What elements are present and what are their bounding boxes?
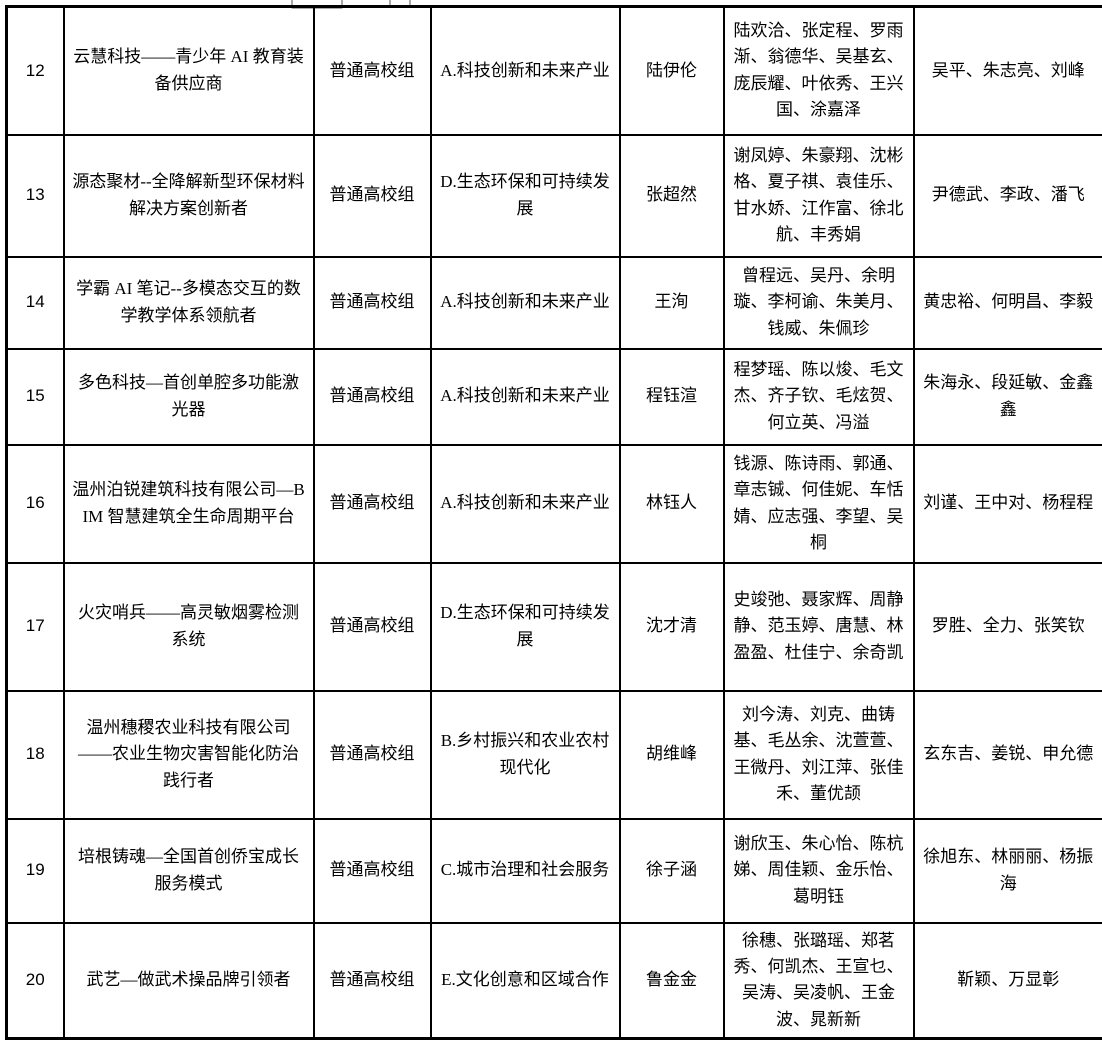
group-cell: 普通高校组 xyxy=(312,689,432,820)
leader-name-cell: 陆伊伦 xyxy=(618,5,725,136)
project-name-cell: 多色科技—首创单腔多功能激光器 xyxy=(62,347,315,446)
category-cell: E.文化创意和区域合作 xyxy=(429,921,621,1040)
leader-name-cell: 林钰人 xyxy=(618,443,725,564)
advisors-cell: 罗胜、全力、张笑钦 xyxy=(912,561,1102,692)
table-row: 14 学霸 AI 笔记--多模态交互的数学教学体系领航者 普通高校组 A.科技创新和未… xyxy=(5,255,1102,350)
row-number-cell: 12 xyxy=(5,5,65,136)
leader-name-cell: 徐子涵 xyxy=(618,817,725,924)
group-cell: 普通高校组 xyxy=(312,921,432,1040)
advisors-cell: 徐旭东、林丽丽、杨振海 xyxy=(912,817,1102,924)
category-cell: C.城市治理和社会服务 xyxy=(429,817,621,924)
category-cell: D.生态环保和可持续发展 xyxy=(429,133,621,258)
table-row: 20 武艺—做武术操品牌引领者 普通高校组 E.文化创意和区域合作 鲁金金 徐穗、张璐瑶、… xyxy=(5,921,1102,1040)
advisors-cell: 朱海永、段延敏、金鑫鑫 xyxy=(912,347,1102,446)
advisors-cell: 靳颖、万显彰 xyxy=(912,921,1102,1040)
leader-name-cell: 胡维峰 xyxy=(618,689,725,820)
project-name-cell: 火灾哨兵——高灵敏烟雾检测系统 xyxy=(62,561,315,692)
team-members-cell: 谢凤婷、朱豪翔、沈彬格、夏子祺、袁佳乐、甘水娇、江作富、徐北航、丰秀娟 xyxy=(722,133,915,258)
row-number-cell: 15 xyxy=(5,347,65,446)
project-name-cell: 云慧科技——青少年 AI 教育装备供应商 xyxy=(62,5,315,136)
project-name-cell: 源态聚材--全降解新型环保材料解决方案创新者 xyxy=(62,133,315,258)
group-cell: 普通高校组 xyxy=(312,255,432,350)
table-row: 19 培根铸魂—全国首创侨宝成长服务模式 普通高校组 C.城市治理和社会服务 徐子涵 谢欣… xyxy=(5,817,1102,924)
advisors-cell: 玄东吉、姜锐、申允德 xyxy=(912,689,1102,820)
row-number-cell: 18 xyxy=(5,689,65,820)
project-name-cell: 温州穗稷农业科技有限公司——农业生物灾害智能化防治践行者 xyxy=(62,689,315,820)
group-cell: 普通高校组 xyxy=(312,5,432,136)
team-members-cell: 史竣弛、聂家辉、周静静、范玉婷、唐慧、林盈盈、杜佳宁、余奇凯 xyxy=(722,561,915,692)
project-name-cell: 学霸 AI 笔记--多模态交互的数学教学体系领航者 xyxy=(62,255,315,350)
team-members-cell: 程梦瑶、陈以焌、毛文杰、齐子钦、毛炫贺、何立英、冯溢 xyxy=(722,347,915,446)
table-row: 16 温州泊锐建筑科技有限公司—BIM 智慧建筑全生命周期平台 普通高校组 A.科技创… xyxy=(5,443,1102,564)
project-name-cell: 培根铸魂—全国首创侨宝成长服务模式 xyxy=(62,817,315,924)
advisors-cell: 黄忠裕、何明昌、李毅 xyxy=(912,255,1102,350)
table-row: 13 源态聚材--全降解新型环保材料解决方案创新者 普通高校组 D.生态环保和可持续发… xyxy=(5,133,1102,258)
group-cell: 普通高校组 xyxy=(312,443,432,564)
advisors-cell: 吴平、朱志亮、刘峰 xyxy=(912,5,1102,136)
team-members-cell: 陆欢洽、张定程、罗雨渐、翁德华、吴基玄、庞辰耀、叶依秀、王兴国、涂嘉泽 xyxy=(722,5,915,136)
leader-name-cell: 鲁金金 xyxy=(618,921,725,1040)
category-cell: A.科技创新和未来产业 xyxy=(429,443,621,564)
project-roster-table: 12 云慧科技——青少年 AI 教育装备供应商 普通高校组 A.科技创新和未来产业 陆伊… xyxy=(5,5,1102,1040)
table-row: 17 火灾哨兵——高灵敏烟雾检测系统 普通高校组 D.生态环保和可持续发展 沈才清 史竣弛… xyxy=(5,561,1102,692)
advisors-cell: 刘谨、王中对、杨程程 xyxy=(912,443,1102,564)
group-cell: 普通高校组 xyxy=(312,561,432,692)
roster-table-body: 12 云慧科技——青少年 AI 教育装备供应商 普通高校组 A.科技创新和未来产业 陆伊… xyxy=(5,5,1102,1040)
team-members-cell: 谢欣玉、朱心怡、陈杭娣、周佳颖、金乐怡、葛明钰 xyxy=(722,817,915,924)
category-cell: A.科技创新和未来产业 xyxy=(429,347,621,446)
table-row: 12 云慧科技——青少年 AI 教育装备供应商 普通高校组 A.科技创新和未来产业 陆伊… xyxy=(5,5,1102,136)
table-row: 18 温州穗稷农业科技有限公司——农业生物灾害智能化防治践行者 普通高校组 B.乡村振… xyxy=(5,689,1102,820)
group-cell: 普通高校组 xyxy=(312,347,432,446)
team-members-cell: 钱源、陈诗雨、郭通、章志铖、何佳妮、车恬婧、应志强、李望、吴桐 xyxy=(722,443,915,564)
row-number-cell: 19 xyxy=(5,817,65,924)
advisors-cell: 尹德武、李政、潘飞 xyxy=(912,133,1102,258)
row-number-cell: 16 xyxy=(5,443,65,564)
category-cell: A.科技创新和未来产业 xyxy=(429,5,621,136)
leader-name-cell: 程钰渲 xyxy=(618,347,725,446)
row-number-cell: 20 xyxy=(5,921,65,1040)
group-cell: 普通高校组 xyxy=(312,133,432,258)
leader-name-cell: 王洵 xyxy=(618,255,725,350)
table-row: 15 多色科技—首创单腔多功能激光器 普通高校组 A.科技创新和未来产业 程钰渲 程梦瑶、… xyxy=(5,347,1102,446)
row-number-cell: 17 xyxy=(5,561,65,692)
group-cell: 普通高校组 xyxy=(312,817,432,924)
project-name-cell: 武艺—做武术操品牌引领者 xyxy=(62,921,315,1040)
category-cell: A.科技创新和未来产业 xyxy=(429,255,621,350)
row-number-cell: 13 xyxy=(5,133,65,258)
leader-name-cell: 沈才清 xyxy=(618,561,725,692)
team-members-cell: 刘今涛、刘克、曲铸基、毛丛余、沈萱萱、王微丹、刘江萍、张佳禾、董优颉 xyxy=(722,689,915,820)
row-number-cell: 14 xyxy=(5,255,65,350)
project-name-cell: 温州泊锐建筑科技有限公司—BIM 智慧建筑全生命周期平台 xyxy=(62,443,315,564)
team-members-cell: 徐穗、张璐瑶、郑茗秀、何凯杰、王宣乜、吴涛、吴凌帆、王金波、晁新新 xyxy=(722,921,915,1040)
category-cell: B.乡村振兴和农业农村现代化 xyxy=(429,689,621,820)
leader-name-cell: 张超然 xyxy=(618,133,725,258)
category-cell: D.生态环保和可持续发展 xyxy=(429,561,621,692)
team-members-cell: 曾程远、吴丹、余明璇、李柯谕、朱美月、钱威、朱佩珍 xyxy=(722,255,915,350)
